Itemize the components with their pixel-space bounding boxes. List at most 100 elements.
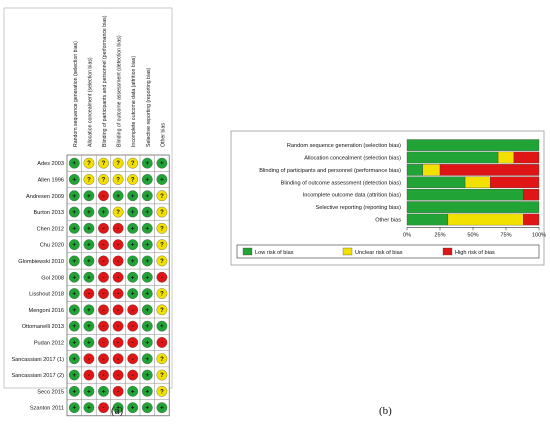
- risk-symbol: ?: [160, 210, 164, 216]
- risk-dot-low: [141, 320, 153, 332]
- risk-dot-high: [127, 353, 139, 365]
- study-label: Pudan 2012: [34, 340, 64, 346]
- risk-dot-unclear: [156, 385, 168, 397]
- risk-symbol: ?: [87, 177, 91, 183]
- risk-symbol: +: [145, 225, 149, 232]
- risk-symbol: +: [145, 323, 149, 330]
- risk-symbol: ?: [160, 194, 164, 200]
- risk-dot-low: [68, 320, 80, 332]
- risk-symbol: -: [117, 323, 119, 330]
- study-label: Chu 2020: [40, 243, 64, 249]
- risk-symbol: +: [87, 388, 91, 395]
- risk-symbol: -: [102, 405, 104, 412]
- risk-dot-high: [98, 337, 109, 348]
- risk-dot-low: [83, 385, 95, 397]
- risk-dot-low: [68, 239, 80, 250]
- risk-dot-low: [141, 369, 153, 381]
- risk-dot-low: [83, 206, 95, 218]
- risk-symbol: -: [117, 291, 119, 298]
- risk-symbol: -: [117, 225, 119, 232]
- risk-symbol: +: [145, 274, 149, 281]
- risk-dot-high: [98, 288, 109, 299]
- risk-symbol: +: [145, 291, 149, 298]
- risk-symbol: +: [131, 291, 135, 298]
- bar-category-label: Other bias: [375, 218, 401, 224]
- risk-symbol: +: [116, 405, 120, 412]
- study-label: Chen 2012: [37, 226, 64, 232]
- risk-symbol: +: [87, 242, 91, 249]
- legend-label: High risk of bias: [455, 250, 495, 256]
- risk-dot-low: [68, 402, 80, 413]
- risk-dot-low: [127, 255, 139, 267]
- risk-dot-low: [68, 223, 80, 234]
- risk-dot-low: [98, 385, 109, 397]
- bar-segment: [406, 139, 540, 151]
- risk-symbol: +: [145, 356, 149, 363]
- risk-symbol: -: [102, 193, 104, 200]
- risk-dot-unclear: [112, 174, 124, 185]
- bar-category-label: Blinding of participants and personnel (…: [259, 168, 401, 174]
- bar-segment: [464, 176, 491, 189]
- domain-column-label: Incomplete outcome data (attrition bias): [131, 56, 137, 147]
- risk-symbol: -: [102, 242, 104, 249]
- risk-dot-low: [83, 337, 95, 348]
- risk-dot-low: [141, 385, 153, 397]
- risk-symbol: -: [117, 339, 119, 346]
- bar-category-label: Selective reporting (reporting bias): [315, 205, 401, 211]
- risk-symbol: ?: [160, 373, 164, 379]
- risk-dot-low: [141, 206, 153, 218]
- risk-dot-unclear: [156, 353, 168, 365]
- x-tick-label: 50%: [467, 232, 478, 238]
- risk-symbol: -: [117, 356, 119, 363]
- risk-dot-unclear: [156, 304, 168, 316]
- risk-symbol: -: [88, 291, 90, 298]
- risk-symbol: ?: [160, 226, 164, 232]
- study-label: Seco 2015: [37, 389, 64, 395]
- risk-symbol: +: [72, 242, 76, 249]
- risk-dot-low: [141, 157, 153, 169]
- risk-symbol: -: [102, 291, 104, 298]
- risk-dot-high: [98, 255, 109, 267]
- risk-symbol: +: [145, 405, 149, 412]
- risk-symbol: -: [102, 372, 104, 379]
- risk-symbol: -: [102, 258, 104, 265]
- risk-dot-low: [141, 288, 153, 299]
- risk-symbol: +: [131, 274, 135, 281]
- study-label: Glombiewski 2010: [18, 259, 64, 265]
- risk-dot-low: [98, 206, 109, 218]
- risk-symbol: +: [102, 209, 106, 216]
- risk-dot-low: [83, 190, 95, 202]
- risk-dot-low: [112, 190, 124, 202]
- risk-symbol: -: [88, 372, 90, 379]
- risk-dot-high: [98, 239, 109, 250]
- risk-dot-low: [68, 206, 80, 218]
- bar-segment: [447, 213, 524, 226]
- risk-dot-low: [141, 190, 153, 202]
- risk-dot-high: [112, 320, 124, 332]
- risk-dot-high: [83, 353, 95, 365]
- risk-dot-high: [112, 337, 124, 348]
- risk-dot-low: [141, 304, 153, 316]
- risk-symbol: +: [145, 160, 149, 167]
- risk-symbol: +: [87, 307, 91, 314]
- risk-symbol: ?: [160, 259, 164, 265]
- risk-symbol: +: [131, 209, 135, 216]
- risk-symbol: -: [117, 372, 119, 379]
- risk-dot-low: [127, 385, 139, 397]
- graph-frame: [230, 130, 545, 266]
- risk-dot-low: [68, 255, 80, 267]
- bar-category-label: Allocation concealment (selection bias): [304, 156, 401, 162]
- risk-symbol: -: [132, 372, 134, 379]
- risk-symbol: ?: [116, 210, 120, 216]
- risk-symbol: +: [87, 225, 91, 232]
- domain-column-label: Blinding of outcome assessment (detectio…: [117, 35, 123, 147]
- risk-symbol: +: [72, 307, 76, 314]
- risk-symbol: +: [72, 176, 76, 183]
- risk-dot-low: [127, 239, 139, 250]
- risk-symbol: +: [116, 193, 120, 200]
- risk-dot-high: [98, 190, 109, 202]
- risk-symbol: +: [145, 242, 149, 249]
- risk-symbol: -: [117, 242, 119, 249]
- risk-symbol: -: [117, 274, 119, 281]
- risk-symbol: -: [102, 225, 104, 232]
